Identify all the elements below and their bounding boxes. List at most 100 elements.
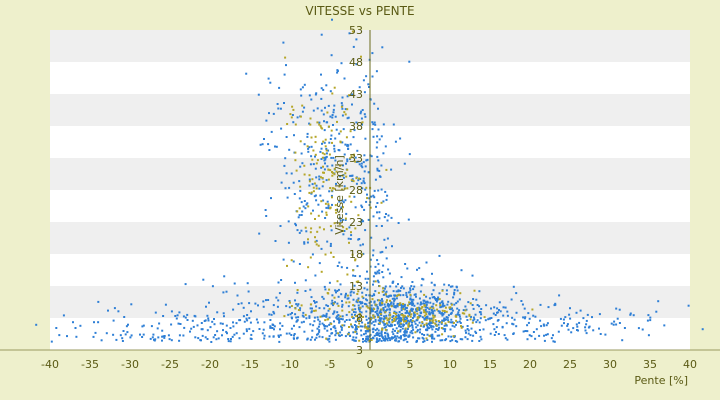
data-point-olive	[360, 55, 362, 58]
data-point-blue	[371, 52, 374, 55]
data-point-blue	[363, 287, 366, 290]
data-point-blue	[542, 323, 545, 326]
data-point-olive	[381, 290, 384, 293]
data-point-blue	[161, 329, 164, 332]
data-point-blue	[443, 283, 446, 286]
data-point-blue	[329, 138, 332, 140]
data-point-blue	[396, 302, 399, 305]
data-point-olive	[345, 136, 348, 139]
data-point-blue	[142, 333, 145, 336]
data-point-blue	[417, 306, 420, 309]
data-point-blue	[438, 310, 441, 313]
data-point-blue	[377, 319, 380, 322]
data-point-olive	[294, 123, 297, 126]
data-point-blue	[357, 297, 360, 300]
data-point-blue	[386, 237, 389, 240]
data-point-blue	[426, 329, 429, 332]
data-point-blue	[403, 333, 406, 336]
data-point-blue	[340, 102, 343, 105]
data-point-olive	[411, 319, 414, 322]
data-point-blue	[464, 305, 467, 308]
data-point-olive	[428, 334, 431, 337]
data-point-blue	[380, 331, 383, 334]
data-point-blue	[428, 297, 431, 300]
data-point-blue	[421, 277, 424, 280]
data-point-blue	[336, 265, 339, 267]
data-point-blue	[496, 307, 499, 310]
data-point-blue	[480, 308, 483, 310]
data-point-blue	[293, 334, 295, 337]
data-point-blue	[349, 143, 352, 146]
data-point-olive	[339, 140, 342, 143]
data-point-blue	[302, 311, 305, 314]
data-point-blue	[701, 328, 704, 331]
data-point-blue	[365, 294, 368, 297]
data-point-blue	[337, 317, 340, 320]
data-point-blue	[350, 234, 353, 237]
data-point-blue	[376, 141, 379, 144]
data-point-blue	[385, 198, 388, 201]
data-point-blue	[396, 305, 399, 308]
data-point-blue	[346, 117, 349, 120]
data-point-blue	[399, 330, 402, 333]
data-point-blue	[309, 288, 312, 291]
data-point-blue	[395, 297, 398, 300]
data-point-blue	[325, 179, 328, 182]
data-point-blue	[330, 229, 333, 232]
data-point-olive	[307, 266, 310, 269]
data-point-olive	[331, 196, 333, 199]
data-point-blue	[366, 335, 369, 338]
data-point-blue	[340, 266, 343, 269]
data-point-blue	[370, 304, 373, 307]
data-point-blue	[352, 45, 355, 48]
data-point-blue	[75, 335, 78, 338]
data-point-olive	[309, 231, 312, 234]
data-point-blue	[423, 318, 426, 321]
data-point-blue	[320, 73, 322, 76]
data-point-blue	[290, 327, 293, 330]
data-point-olive	[318, 226, 321, 229]
data-point-blue	[347, 144, 349, 147]
data-point-blue	[453, 303, 456, 306]
data-point-blue	[585, 319, 588, 322]
data-point-blue	[248, 317, 251, 320]
data-point-blue	[360, 219, 363, 221]
data-point-blue	[336, 208, 339, 211]
data-point-blue	[326, 329, 329, 332]
data-point-blue	[411, 281, 414, 283]
data-point-blue	[290, 172, 293, 175]
data-point-olive	[345, 227, 348, 230]
data-point-olive	[473, 289, 476, 292]
data-point-blue	[197, 337, 200, 340]
data-point-olive	[399, 322, 402, 325]
data-point-blue	[515, 311, 518, 314]
data-point-blue	[306, 337, 309, 340]
data-point-blue	[524, 330, 527, 332]
data-point-olive	[331, 174, 334, 177]
data-point-blue	[269, 325, 272, 328]
data-point-blue	[338, 217, 341, 220]
data-point-olive	[344, 172, 347, 175]
data-point-blue	[265, 119, 268, 122]
data-point-blue	[475, 321, 478, 324]
y-tick-label: 48	[349, 56, 363, 69]
data-point-blue	[179, 323, 182, 325]
data-point-blue	[453, 289, 456, 291]
data-point-blue	[405, 309, 408, 312]
data-point-olive	[394, 316, 397, 318]
data-point-blue	[464, 329, 467, 332]
data-point-olive	[406, 304, 409, 307]
data-point-blue	[472, 319, 475, 322]
data-point-blue	[397, 340, 400, 343]
data-point-olive	[454, 315, 457, 318]
data-point-blue	[409, 298, 412, 301]
data-point-blue	[430, 309, 433, 311]
chart-title: VITESSE vs PENTE	[305, 4, 414, 18]
data-point-olive	[423, 311, 426, 314]
data-point-blue	[415, 295, 417, 298]
data-point-blue	[344, 335, 347, 338]
data-point-blue	[431, 312, 434, 315]
data-point-blue	[204, 336, 207, 339]
data-point-blue	[554, 303, 557, 306]
